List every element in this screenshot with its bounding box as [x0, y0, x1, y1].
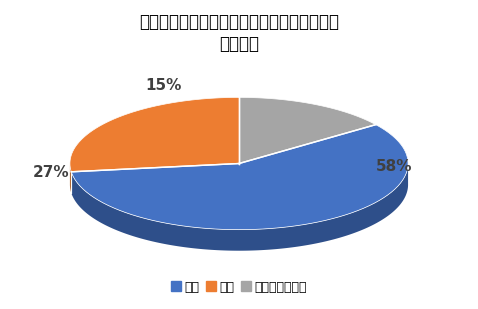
Polygon shape [70, 97, 239, 172]
Polygon shape [71, 164, 408, 251]
Polygon shape [71, 125, 408, 230]
Text: ステップワゴンハイブリッドの乗り心地の満
足度調査: ステップワゴンハイブリッドの乗り心地の満 足度調査 [139, 13, 339, 53]
Polygon shape [70, 164, 71, 193]
Legend: 満足, 不満, どちらでもない: 満足, 不満, どちらでもない [166, 276, 312, 298]
Text: 58%: 58% [376, 159, 412, 174]
Text: 27%: 27% [33, 165, 69, 180]
Text: 15%: 15% [146, 78, 182, 93]
Polygon shape [239, 97, 376, 163]
